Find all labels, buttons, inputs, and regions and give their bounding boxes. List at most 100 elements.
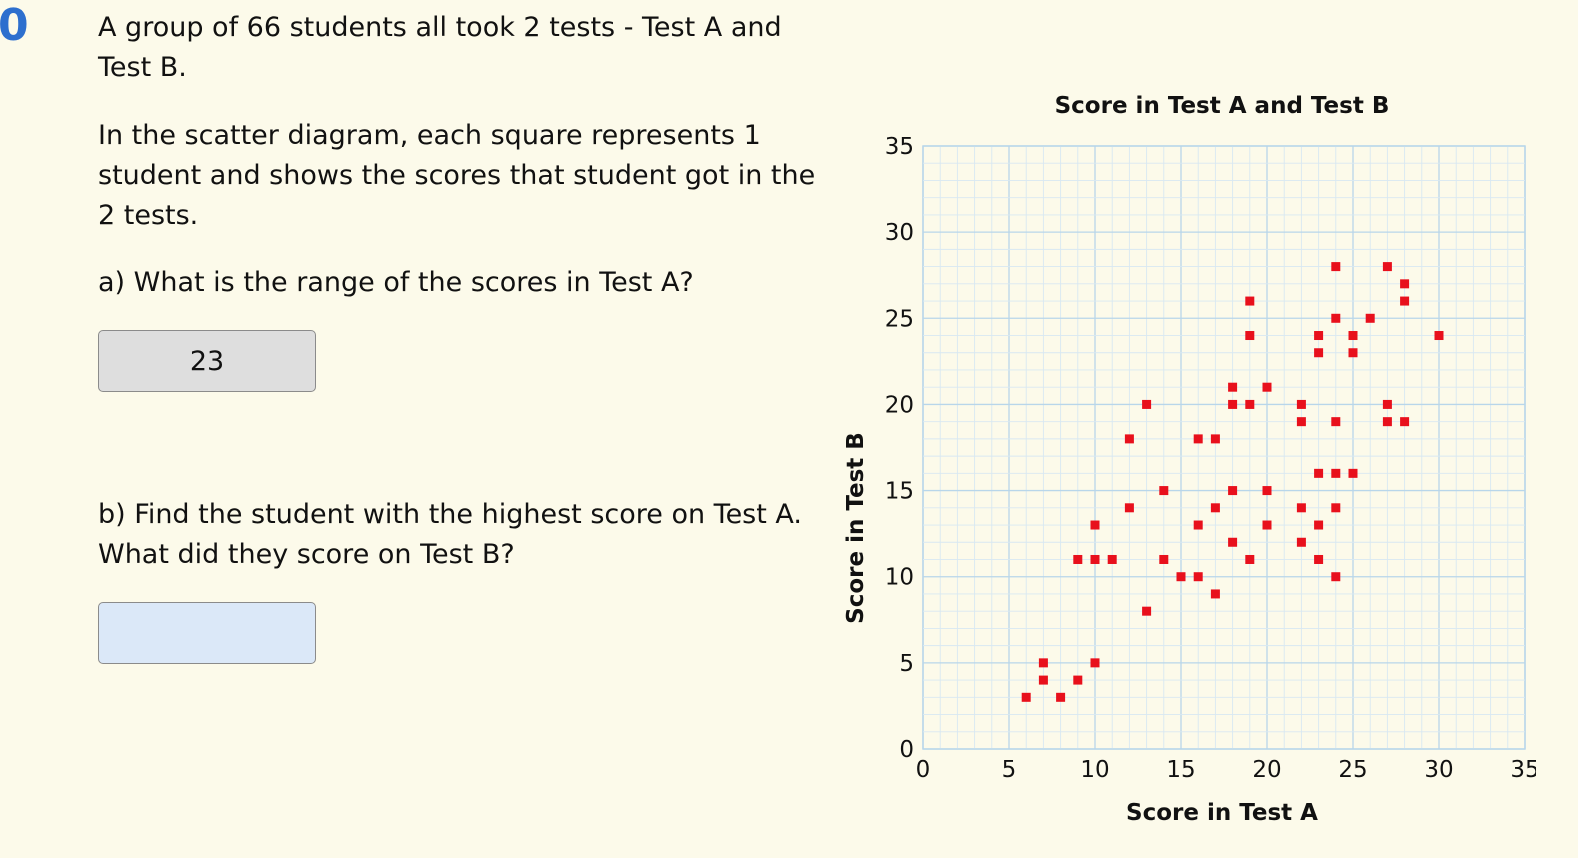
answer-a-box[interactable]: 23 xyxy=(98,330,316,392)
data-point xyxy=(1400,296,1410,306)
data-point xyxy=(1090,554,1100,564)
x-tick-label: 5 xyxy=(1002,757,1017,783)
y-tick-label: 15 xyxy=(885,479,914,505)
part-a-question: a) What is the range of the scores in Te… xyxy=(98,267,694,298)
intro-line-2: Test B. xyxy=(98,52,187,83)
y-axis-title: Score in Test B xyxy=(843,432,869,624)
data-point xyxy=(1245,554,1255,564)
data-point xyxy=(1107,554,1117,564)
data-point xyxy=(1210,503,1220,513)
data-point xyxy=(1400,417,1410,427)
data-point xyxy=(1245,331,1255,341)
data-point xyxy=(1262,486,1272,496)
data-point xyxy=(1193,572,1203,582)
y-tick-label: 20 xyxy=(885,392,914,418)
x-tick-label: 30 xyxy=(1424,757,1453,783)
x-tick-label: 25 xyxy=(1338,757,1367,783)
data-point xyxy=(1142,399,1152,409)
data-point xyxy=(1314,554,1324,564)
data-point xyxy=(1331,468,1341,478)
answer-a-value: 23 xyxy=(189,345,225,377)
data-point xyxy=(1314,331,1324,341)
data-point xyxy=(1382,262,1392,272)
data-point xyxy=(1262,382,1272,392)
chart-grid xyxy=(922,145,1526,750)
question-intro: A group of 66 students all took 2 tests … xyxy=(98,8,828,88)
y-tick-label: 5 xyxy=(899,651,914,677)
data-point xyxy=(1382,399,1392,409)
data-point xyxy=(1296,399,1306,409)
data-point xyxy=(1331,313,1341,323)
plot-border xyxy=(922,145,1526,750)
y-tick-label: 25 xyxy=(885,306,914,332)
part-b-line-2: What did they score on Test B? xyxy=(98,539,515,570)
y-axis-ticks: 0 5 10 15 20 25 30 35 xyxy=(885,134,914,763)
x-tick-label: 0 xyxy=(916,757,931,783)
data-point xyxy=(1176,572,1186,582)
data-point xyxy=(1331,503,1341,513)
data-point xyxy=(1142,606,1152,616)
data-point xyxy=(1245,399,1255,409)
scatter-chart: Score in Test A and Test B 0 5 10 15 20 25 30 3… xyxy=(843,93,1536,826)
data-point xyxy=(1296,417,1306,427)
x-tick-label: 20 xyxy=(1252,757,1281,783)
intro-line-1: A group of 66 students all took 2 tests … xyxy=(98,12,782,43)
part-b-line-1: b) Find the student with the highest sco… xyxy=(98,499,802,530)
data-point xyxy=(1193,520,1203,530)
data-point xyxy=(1296,537,1306,547)
part-b-question: b) Find the student with the highest sco… xyxy=(98,495,828,575)
data-point xyxy=(1348,348,1358,358)
y-tick-label: 10 xyxy=(885,565,914,591)
data-point xyxy=(1124,434,1134,444)
data-point xyxy=(1296,503,1306,513)
data-point xyxy=(1124,503,1134,513)
data-point xyxy=(1228,486,1238,496)
data-point xyxy=(1262,520,1272,530)
data-point xyxy=(1210,434,1220,444)
data-point xyxy=(1073,675,1083,685)
y-tick-label: 30 xyxy=(885,220,914,246)
data-point xyxy=(1314,468,1324,478)
data-point xyxy=(1434,331,1444,341)
y-tick-label: 0 xyxy=(899,737,914,763)
data-point xyxy=(1228,399,1238,409)
question-number: 0 xyxy=(0,0,29,51)
data-point xyxy=(1245,296,1255,306)
data-point xyxy=(1193,434,1203,444)
data-point xyxy=(1228,382,1238,392)
data-points xyxy=(1021,262,1444,702)
data-point xyxy=(1348,331,1358,341)
data-point xyxy=(1400,279,1410,289)
x-tick-label: 35 xyxy=(1510,757,1536,783)
data-point xyxy=(1382,417,1392,427)
data-point xyxy=(1314,520,1324,530)
desc-line-1: In the scatter diagram, each square repr… xyxy=(98,120,761,151)
data-point xyxy=(1056,692,1066,702)
data-point xyxy=(1365,313,1375,323)
data-point xyxy=(1159,554,1169,564)
data-point xyxy=(1210,589,1220,599)
chart-title: Score in Test A and Test B xyxy=(1055,93,1390,119)
y-tick-label: 35 xyxy=(885,134,914,160)
data-point xyxy=(1331,572,1341,582)
question-description: In the scatter diagram, each square repr… xyxy=(98,116,828,236)
x-tick-label: 10 xyxy=(1080,757,1109,783)
data-point xyxy=(1159,486,1169,496)
data-point xyxy=(1331,262,1341,272)
data-point xyxy=(1038,658,1048,668)
data-point xyxy=(1038,675,1048,685)
data-point xyxy=(1331,417,1341,427)
desc-line-2: student and shows the scores that studen… xyxy=(98,160,816,191)
x-axis-ticks: 0 5 10 15 20 25 30 35 xyxy=(916,757,1536,783)
data-point xyxy=(1090,658,1100,668)
data-point xyxy=(1090,520,1100,530)
data-point xyxy=(1228,537,1238,547)
x-axis-title: Score in Test A xyxy=(1126,800,1318,826)
x-tick-label: 15 xyxy=(1166,757,1195,783)
data-point xyxy=(1021,692,1031,702)
answer-b-input[interactable] xyxy=(98,602,316,664)
data-point xyxy=(1348,468,1358,478)
data-point xyxy=(1314,348,1324,358)
desc-line-3: 2 tests. xyxy=(98,200,199,231)
data-point xyxy=(1073,554,1083,564)
